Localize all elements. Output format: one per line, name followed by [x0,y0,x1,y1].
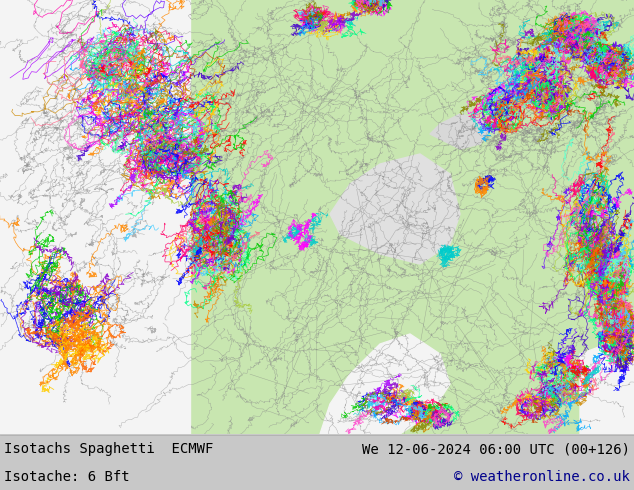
Polygon shape [320,334,450,434]
Text: Isotachs Spaghetti  ECMWF: Isotachs Spaghetti ECMWF [4,442,214,456]
Text: Isotache: 6 Bft: Isotache: 6 Bft [4,470,129,484]
Polygon shape [580,334,634,434]
Polygon shape [430,114,490,149]
Text: We 12-06-2024 06:00 UTC (00+126): We 12-06-2024 06:00 UTC (00+126) [362,442,630,456]
Polygon shape [330,154,460,264]
Text: © weatheronline.co.uk: © weatheronline.co.uk [454,470,630,484]
